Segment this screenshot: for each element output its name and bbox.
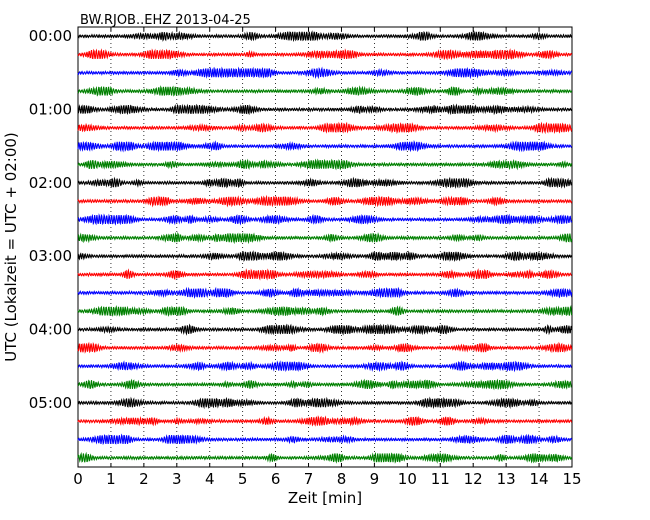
x-tick-label: 0 — [73, 470, 83, 488]
y-tick-label: 05:00 — [29, 394, 72, 412]
x-tick-label: 10 — [398, 470, 417, 488]
x-tick-label: 4 — [205, 470, 215, 488]
trace-line — [77, 140, 573, 153]
trace-line — [77, 378, 572, 391]
y-tick-label: 03:00 — [29, 247, 72, 265]
x-tick-label: 12 — [464, 470, 483, 488]
x-tick-label: 11 — [431, 470, 450, 488]
trace-line — [77, 341, 573, 354]
trace-line — [77, 85, 573, 97]
x-tick-label: 3 — [172, 470, 182, 488]
trace-line — [77, 360, 572, 373]
y-tick-label: 01:00 — [29, 101, 72, 119]
x-tick-label: 6 — [271, 470, 281, 488]
trace-line — [77, 213, 573, 226]
y-tick-label: 00:00 — [29, 27, 72, 45]
y-axis-ticks: 00:00 01:00 02:00 03:00 04:00 05:00 — [29, 27, 572, 412]
x-tick-label: 8 — [337, 470, 347, 488]
trace-line — [77, 451, 573, 464]
chart-title: BW.RJOB..EHZ 2013-04-25 — [80, 13, 251, 28]
trace-line — [77, 396, 573, 410]
x-tick-label: 9 — [370, 470, 380, 488]
y-tick-label: 02:00 — [29, 174, 72, 192]
traces — [77, 29, 573, 464]
plot-frame — [77, 26, 573, 468]
y-tick-label: 04:00 — [29, 321, 72, 339]
x-axis-ticks: 0 1 2 3 4 5 6 7 8 9 10 11 12 13 14 15 — [73, 27, 582, 488]
trace-line — [77, 176, 573, 189]
trace-line — [77, 194, 573, 208]
trace-line — [77, 231, 573, 245]
x-axis-label: Zeit [min] — [288, 489, 362, 507]
x-tick-label: 13 — [497, 470, 516, 488]
trace-line — [77, 323, 573, 336]
trace-line — [77, 29, 573, 43]
trace-line — [77, 48, 573, 61]
trace-line — [77, 286, 573, 299]
trace-line — [77, 121, 573, 135]
y-axis-label: UTC (Lokalzeit = UTC + 02:00) — [2, 132, 20, 362]
x-tick-label: 2 — [139, 470, 149, 488]
trace-line — [77, 250, 573, 263]
grid-lines — [110, 27, 540, 467]
trace-line — [77, 268, 572, 281]
trace-line — [77, 415, 573, 427]
trace-line — [77, 304, 573, 317]
x-tick-label: 15 — [562, 470, 581, 488]
trace-line — [77, 66, 573, 80]
trace-line — [77, 158, 573, 171]
x-tick-label: 14 — [530, 470, 549, 488]
trace-line — [77, 103, 572, 116]
x-tick-label: 5 — [238, 470, 248, 488]
x-tick-label: 7 — [304, 470, 314, 488]
trace-line — [77, 433, 573, 446]
x-tick-label: 1 — [106, 470, 116, 488]
